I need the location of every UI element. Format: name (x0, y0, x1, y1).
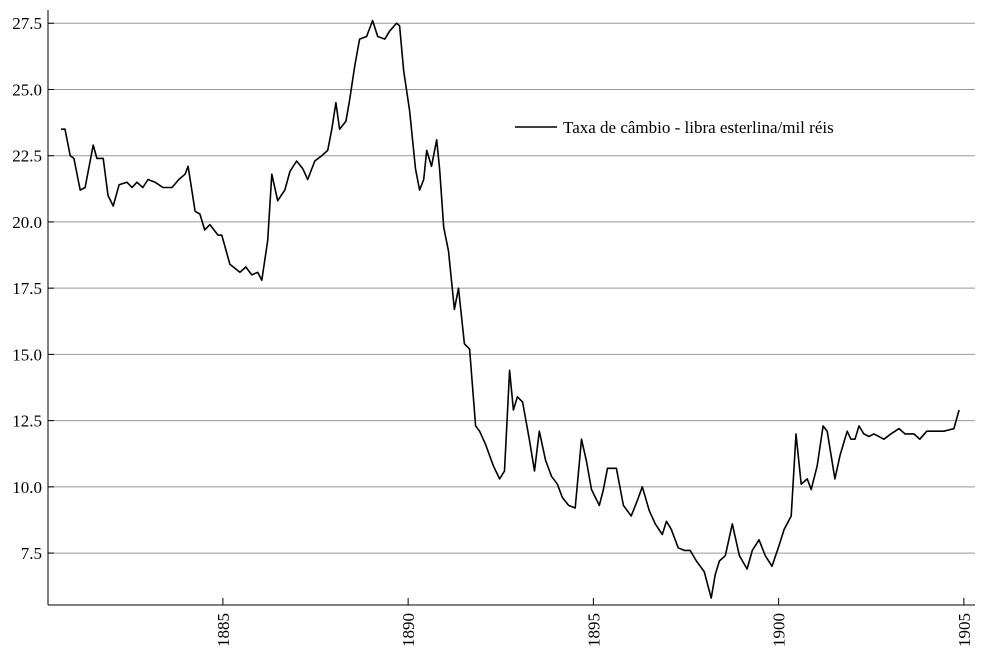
x-tick-label: 1900 (770, 613, 789, 647)
data-line (61, 19, 960, 599)
legend-label: Taxa de câmbio - libra esterlina/mil réi… (563, 118, 834, 137)
x-tick-label: 1890 (399, 613, 418, 647)
y-tick-label: 15.0 (12, 345, 42, 364)
y-tick-label: 7.5 (21, 544, 42, 563)
y-tick-label: 27.5 (12, 14, 42, 33)
x-tick-label: 1885 (214, 613, 233, 647)
x-tick-label: 1895 (584, 613, 603, 647)
x-tick-label: 1905 (955, 613, 974, 647)
y-tick-label: 12.5 (12, 412, 42, 431)
y-tick-label: 10.0 (12, 478, 42, 497)
y-tick-label: 20.0 (12, 213, 42, 232)
y-tick-label: 25.0 (12, 80, 42, 99)
y-tick-label: 22.5 (12, 147, 42, 166)
y-tick-label: 17.5 (12, 279, 42, 298)
